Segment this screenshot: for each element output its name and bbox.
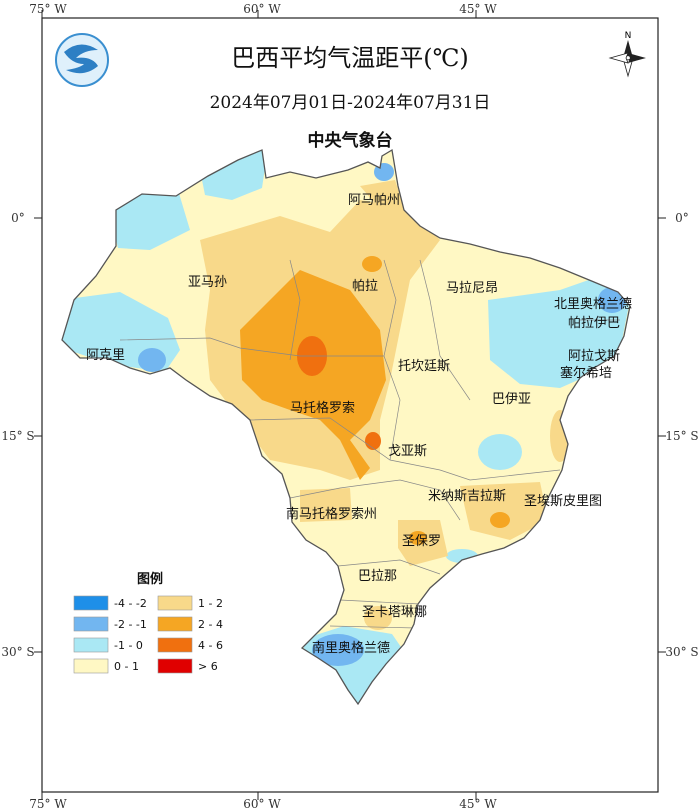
left-lat-label-2: 30° S [1,645,34,659]
state-borders [119,259,620,629]
region-label-3: 马拉尼昂 [446,281,498,296]
legend-title: 图例 [137,571,163,587]
right-lat-label-0: 0° [675,211,689,225]
legend-label-4: -1 - 0 [114,639,143,652]
region-label-10: 马托格罗索 [290,400,355,416]
legend-swatch-1 [157,595,193,611]
legend-label-5: 4 - 6 [198,639,223,652]
region-label-6: 阿克里 [86,348,125,363]
axis-ticks [34,10,666,800]
zone-cool-northeast [488,276,630,388]
legend-label-6: 0 - 1 [114,660,139,673]
region-label-13: 米纳斯吉拉斯 [428,489,506,504]
border-amazon-south [119,337,384,357]
region-label-0: 阿马帕州 [348,193,400,208]
region-labels: 阿马帕州 亚马孙 帕拉 马拉尼昂 北里奥格兰德 帕拉伊巴 阿克里 托坎廷斯 阿拉… [86,193,632,656]
region-label-1: 亚马孙 [188,275,227,290]
region-label-14: 圣埃斯皮里图 [524,494,602,509]
border-parana [337,559,441,575]
legend-label-0: -4 - -2 [114,597,147,610]
agency-name: 中央气象台 [308,130,393,151]
zone-cool-north [200,150,268,200]
region-label-5: 帕拉伊巴 [568,316,620,331]
cma-logo-icon [55,33,109,87]
border-bahia-south [439,469,561,481]
date-range: 2024年07月01日-2024年07月31日 [210,93,491,113]
legend-swatch-2 [73,616,109,632]
zone-hot-sp [409,531,427,545]
border-mt-south [249,417,441,471]
zone-warm-sc [364,606,392,630]
border-rs [329,625,417,629]
region-label-18: 圣卡塔琳娜 [362,605,427,620]
zone-cold-acre [138,348,166,372]
border-ms [289,479,461,521]
region-label-4: 北里奥格兰德 [554,296,632,312]
legend-swatch-6 [73,658,109,674]
north-label: N [625,31,632,41]
bottom-lon-label-1: 60° W [243,797,281,811]
legend-label-2: -2 - -1 [114,618,147,631]
top-lon-label-0: 75° W [29,2,67,16]
region-label-17: 巴拉那 [358,569,397,584]
border-tocantins [383,259,401,461]
legend-label-3: 2 - 4 [198,618,223,631]
top-lon-label-2: 45° W [459,2,497,16]
zone-veryhot-go [365,432,381,450]
region-label-15: 南马托格罗索州 [286,506,377,522]
legend-swatch-7 [157,658,193,674]
bottom-lon-label-0: 75° W [29,797,67,811]
legend-swatch-0 [73,595,109,611]
zone-hot-mg [490,512,510,528]
zone-warm-mg [460,482,548,540]
border-para-west [289,259,301,361]
zone-warm-ms [300,488,352,522]
left-lat-label-0: 0° [11,211,25,225]
zone-hot-para [362,256,382,272]
region-label-16: 圣保罗 [402,534,441,549]
zone-cool-bahia [478,434,522,470]
north-arrow-icon [608,40,646,78]
region-label-8: 阿拉戈斯 [568,349,620,364]
region-label-7: 托坎廷斯 [398,359,450,374]
zone-warm-amapa [360,180,405,215]
zone-cold-rs [312,634,364,666]
bottom-lon-label-2: 45° W [459,797,497,811]
region-label-12: 戈亚斯 [388,444,427,459]
border-maranhao [419,259,471,401]
region-label-11: 巴伊亚 [492,392,531,407]
region-label-9: 塞尔希培 [560,365,612,381]
legend-label-1: 1 - 2 [198,597,223,610]
legend: 图例 -4 - -2 1 - 2 -2 - -1 2 - 4 -1 - 0 4 … [73,571,223,674]
top-lon-label-1: 60° W [243,2,281,16]
map-title: 巴西平均气温距平(℃) [231,44,469,72]
region-label-19: 南里奥格兰德 [312,640,390,656]
right-lat-label-1: 15° S [665,429,698,443]
legend-swatch-4 [73,637,109,653]
region-label-2: 帕拉 [352,279,378,294]
right-lat-label-2: 30° S [665,645,698,659]
border-sc [339,599,421,605]
legend-swatch-5 [157,637,193,653]
left-lat-label-1: 15° S [1,429,34,443]
legend-label-7: > 6 [198,660,218,673]
legend-swatch-3 [157,616,193,632]
